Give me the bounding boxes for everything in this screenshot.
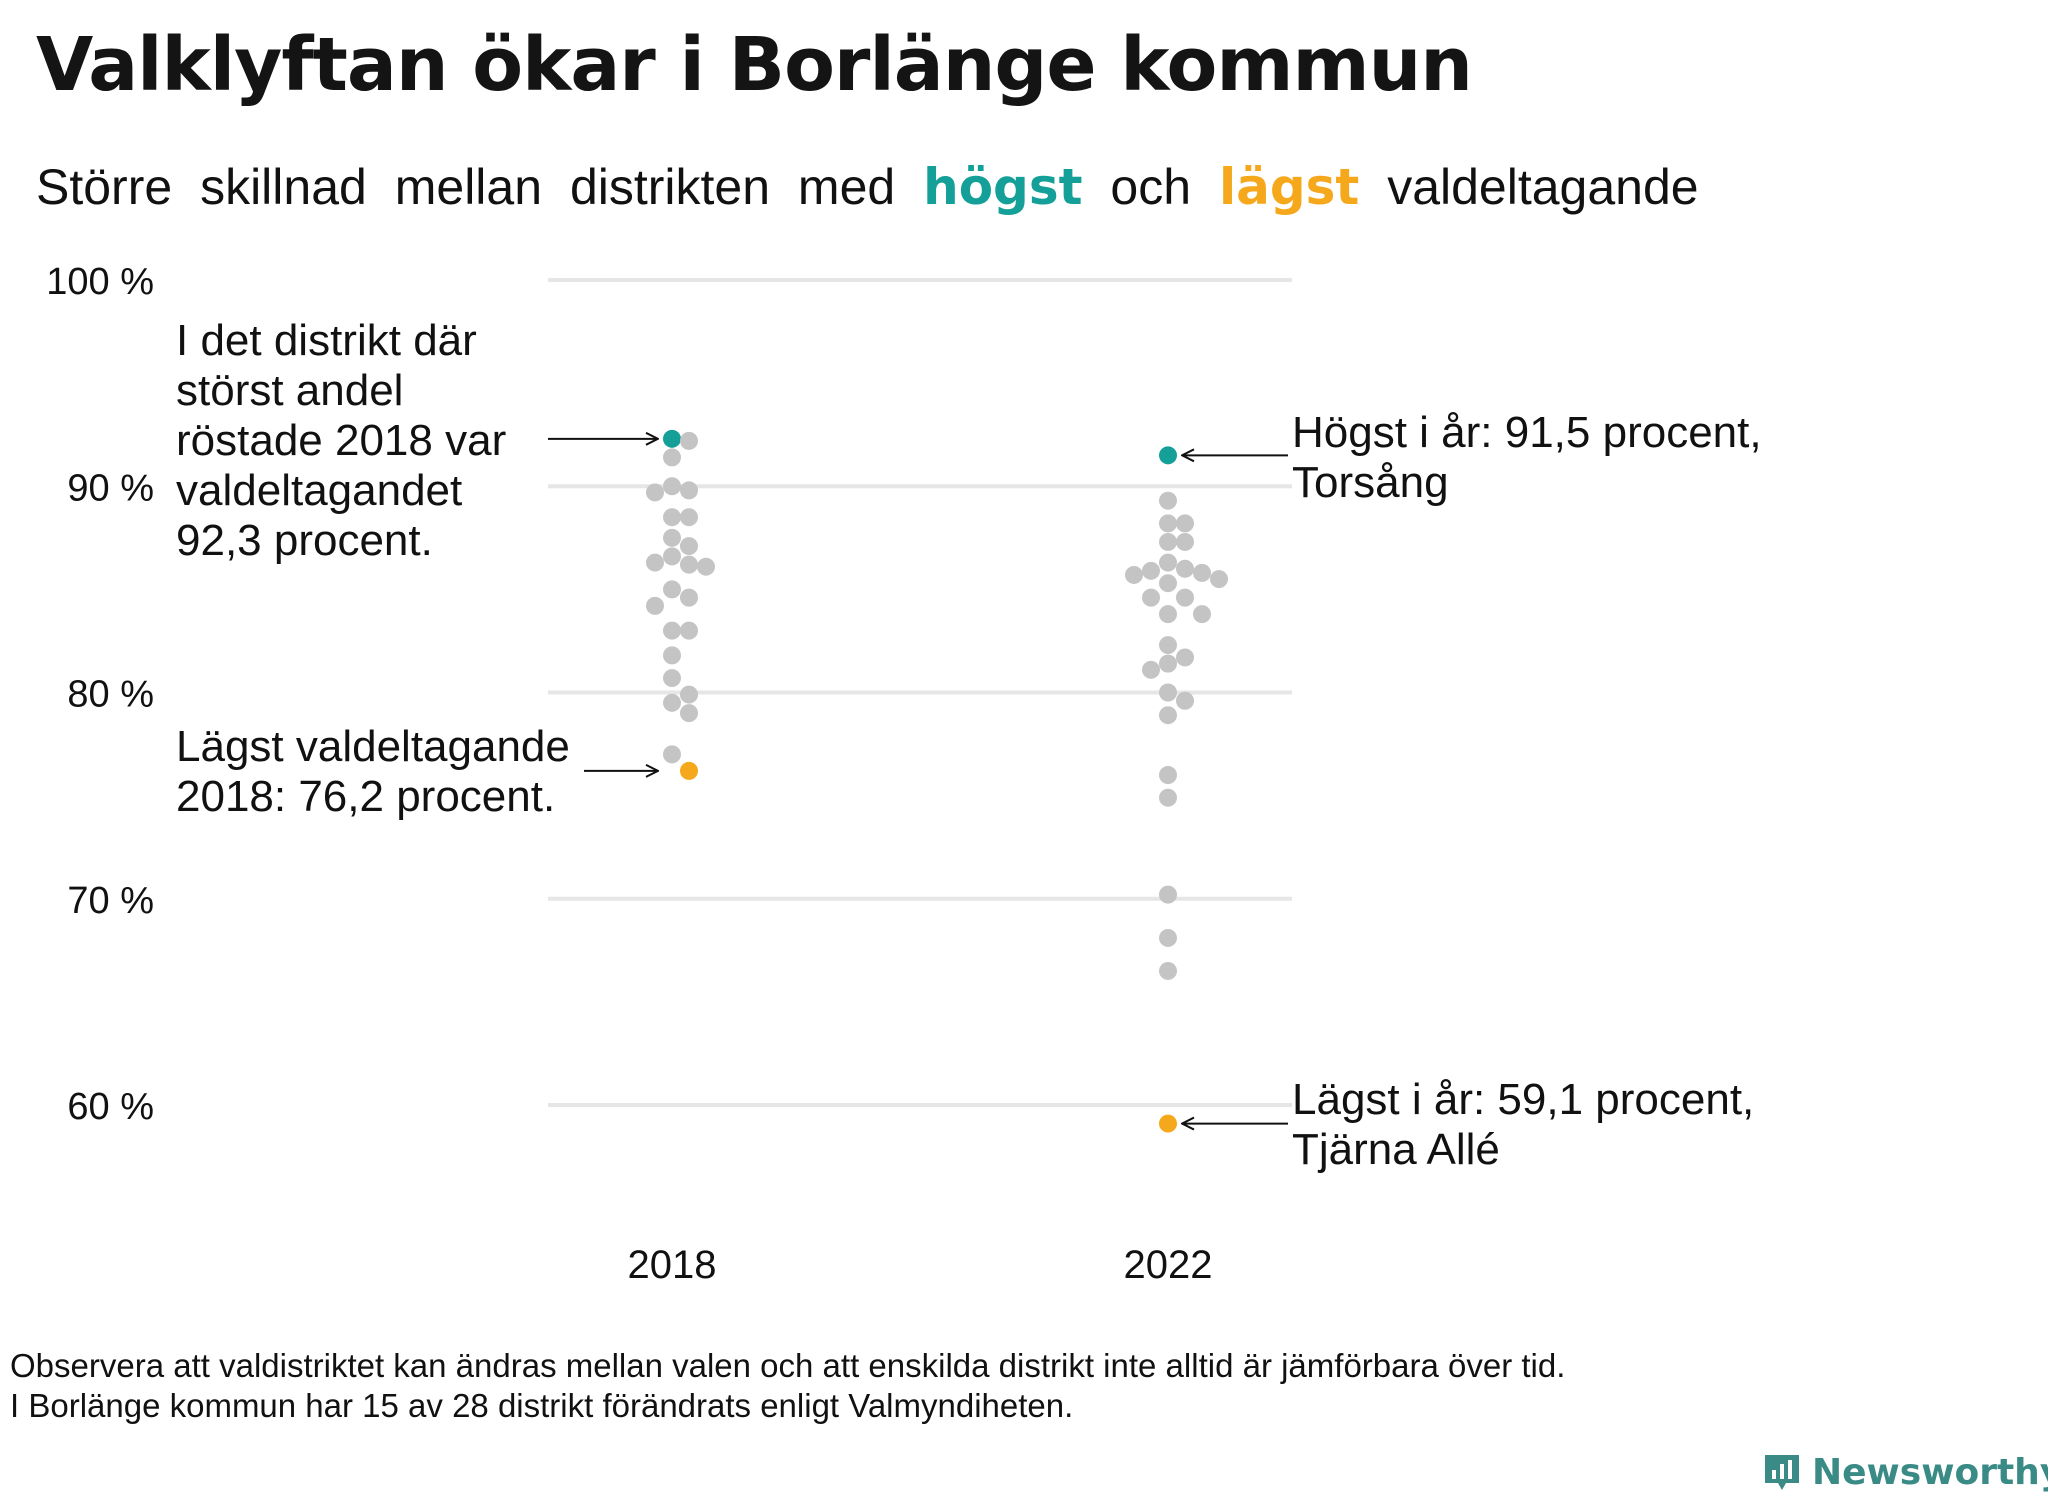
data-point [680,621,698,640]
data-point [1193,605,1211,624]
data-point [663,448,681,467]
data-point [1142,588,1160,607]
data-point [680,508,698,527]
data-point [663,745,681,764]
annotation-line: Tjärna Allé [1292,1125,1500,1174]
data-point [1159,514,1177,533]
data-point [1176,691,1194,710]
beeswarm-chart: 60 % 70 % 80 % 90 % 100 % 2018 2022 [46,261,1292,1287]
y-tick-label: 90 % [67,467,154,509]
subtitle-word: skillnad [200,159,367,215]
data-point [680,481,698,500]
subtitle-word: Större [36,159,173,215]
subtitle-word: och [1110,159,1192,215]
annotation-line: störst andel [176,366,404,415]
annotation-line: I det distrikt där [176,316,477,365]
data-point [663,508,681,527]
annotation-line: 92,3 procent. [176,516,433,565]
annotation-line: valdeltagandet [176,466,463,515]
data-point [1159,654,1177,673]
data-point [1159,766,1177,784]
data-point [1176,559,1194,578]
data-point [1159,961,1177,980]
data-point [1159,885,1177,904]
data-point [1176,648,1194,667]
data-point [663,669,681,688]
data-point [1125,565,1143,584]
data-point [1176,532,1194,551]
newsworthy-logo: Newsworthy [1762,1448,2048,1496]
footnote-line: I Borlänge kommun har 15 av 28 distrikt … [10,1387,1074,1424]
subtitle-word: med [797,159,896,215]
annotation-line: Lägst i år: 59,1 procent, [1292,1075,1755,1124]
bar-chart-icon [1765,1455,1799,1490]
annotation-line: röstade 2018 var [176,416,507,465]
data-point [663,693,681,712]
x-tick-label: 2022 [1124,1243,1213,1287]
data-point [680,431,698,450]
x-tick-label: 2018 [628,1243,717,1287]
data-point [680,555,698,574]
data-point [1210,570,1228,589]
data-point [1159,446,1177,465]
data-point [1176,514,1194,533]
data-point [1176,588,1194,607]
data-point [1159,491,1177,510]
data-point [680,685,698,704]
subtitle-highlight-high: högst [923,158,1083,216]
annotation-high-2018: I det distrikt där störst andel röstade … [176,316,506,566]
data-point [663,477,681,496]
data-point [663,580,681,599]
annotation-line: 2018: 76,2 procent. [176,772,556,821]
y-tick-label: 100 % [46,261,154,303]
data-point [1142,660,1160,679]
subtitle-word: valdeltagande [1387,159,1699,215]
footnote-line: Observera att valdistriktet kan ändras m… [10,1347,1566,1384]
data-point [680,588,698,607]
data-point [1159,605,1177,624]
y-tick-label: 80 % [67,674,154,716]
chart-title: Valklyftan ökar i Borlänge kommun [36,22,1473,108]
chart-subtitle: Större skillnad mellan distrikten med hö… [36,158,1713,216]
data-point [680,761,698,780]
data-point [1142,561,1160,580]
subtitle-word: distrikten [569,159,771,215]
data-point [1159,706,1177,725]
data-point [1159,1114,1177,1133]
data-point [1159,636,1177,655]
annotation-high-2022: Högst i år: 91,5 procent, Torsång [1292,408,1762,508]
annotation-line: Lägst valdeltagande [176,722,570,771]
subtitle-word: mellan [394,159,543,215]
data-point [1159,683,1177,702]
data-point [646,596,664,615]
data-point [1159,928,1177,947]
data-point [1193,563,1211,582]
data-point [1159,532,1177,551]
annotation-low-2018: Lägst valdeltagande 2018: 76,2 procent. [176,722,570,822]
data-point [697,557,715,576]
data-point [663,621,681,640]
data-point [663,429,681,448]
data-point [680,704,698,723]
data-point [646,553,664,572]
data-point [663,547,681,566]
logo-text: Newsworthy [1812,1451,2048,1493]
data-point [1159,553,1177,572]
annotation-line: Högst i år: 91,5 procent, [1292,408,1762,457]
y-tick-label: 60 % [67,1086,154,1128]
y-tick-label: 70 % [67,880,154,922]
data-point [646,483,664,502]
data-point [1159,788,1177,807]
subtitle-highlight-low: lägst [1218,158,1360,216]
annotation-low-2022: Lägst i år: 59,1 procent, Tjärna Allé [1292,1075,1754,1175]
data-point [663,528,681,547]
data-point [663,646,681,665]
footnote: Observera att valdistriktet kan ändras m… [10,1346,1565,1426]
annotation-line: Torsång [1292,458,1449,507]
data-point [1159,574,1177,593]
data-point [680,537,698,556]
